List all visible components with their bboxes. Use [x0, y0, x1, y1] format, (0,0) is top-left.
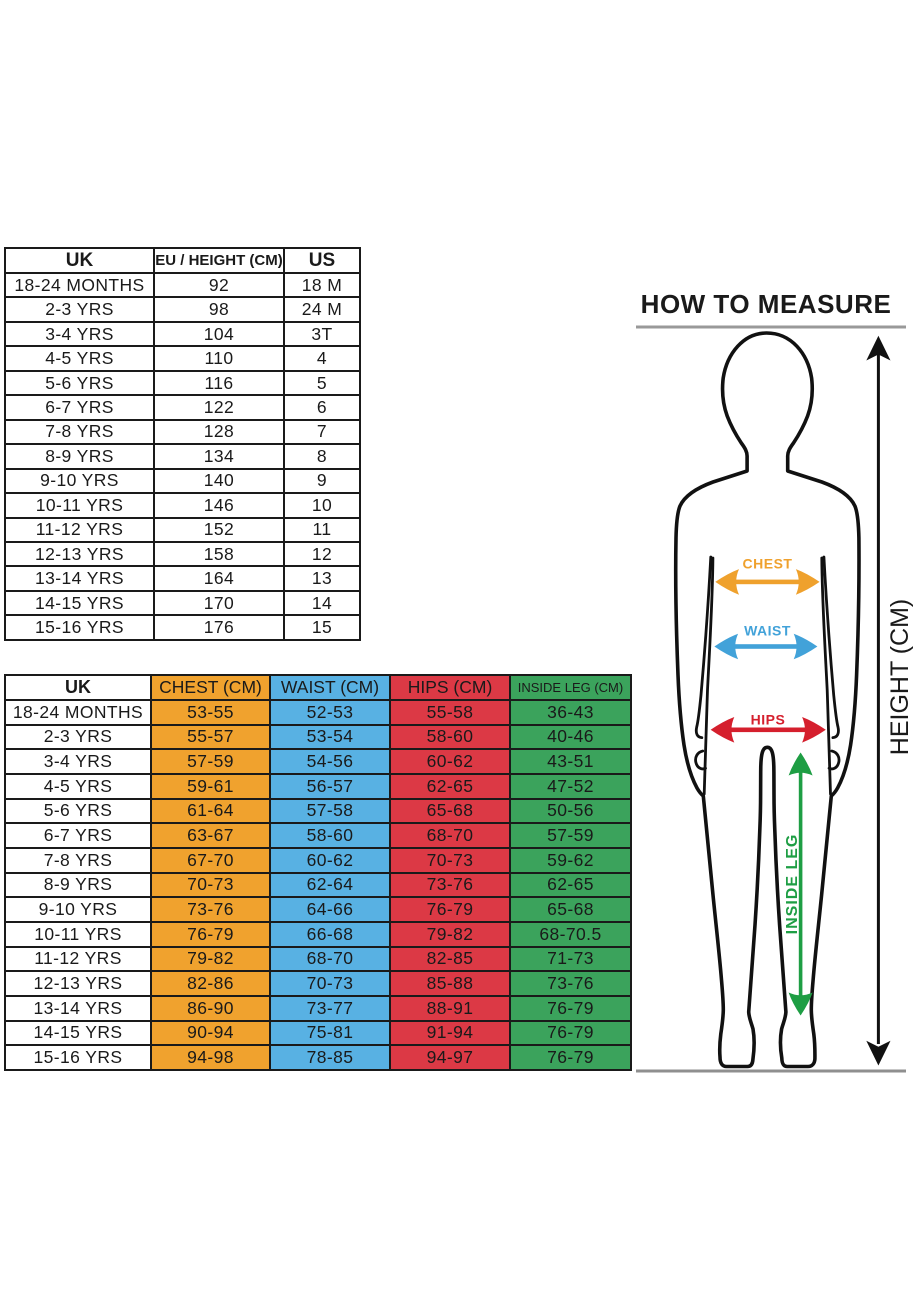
svg-text:CHEST: CHEST: [743, 555, 793, 571]
svg-text:INSIDE LEG: INSIDE LEG: [784, 834, 801, 935]
svg-text:HOW TO MEASURE: HOW TO MEASURE: [641, 289, 892, 319]
svg-text:HIPS: HIPS: [751, 712, 786, 728]
svg-text:HEIGHT (CM): HEIGHT (CM): [886, 599, 914, 755]
svg-text:WAIST: WAIST: [744, 622, 791, 638]
